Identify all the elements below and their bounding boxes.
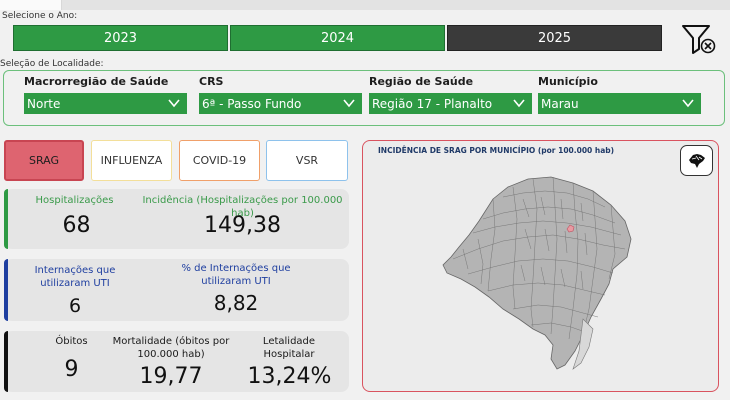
clear-filter-icon[interactable]: [680, 22, 718, 56]
macroregion-value: Norte: [27, 96, 61, 111]
macroregion-filter: Macrorregião de Saúde Norte: [24, 75, 187, 114]
mortality-title: Mortalidade (óbitos por 100.000 hab): [112, 336, 230, 360]
lethality-title: Letalidade Hospitalar: [262, 336, 316, 360]
location-panel: Macrorregião de Saúde Norte CRS 6ª - Pas…: [3, 70, 725, 126]
hospitalizations-value: 68: [62, 213, 91, 238]
year-button-2025[interactable]: 2025: [447, 25, 662, 51]
incidence-value: 149,38: [204, 213, 281, 238]
incidence-title: Incidência (Hospitalizações por 100.000 …: [142, 195, 343, 219]
tab-covid-19[interactable]: COVID-19: [179, 140, 260, 181]
municipality-dropdown[interactable]: Marau: [538, 93, 701, 114]
icu-pct-value: 8,82: [213, 291, 259, 315]
page-tab[interactable]: [0, 0, 62, 10]
tab-vsr[interactable]: VSR: [266, 140, 348, 181]
crs-value: 6ª - Passo Fundo: [202, 96, 302, 111]
hospitalizations-title: Hospitalizações: [35, 195, 114, 206]
year-selector: 2023 2024 2025: [13, 25, 662, 51]
year-button-2024[interactable]: 2024: [230, 25, 445, 51]
tab-influenza[interactable]: INFLUENZA: [91, 140, 172, 181]
lethality-value: 13,24%: [247, 364, 332, 389]
municipality-choropleth-map[interactable]: [433, 169, 653, 379]
municipality-filter: Município Marau: [538, 75, 701, 114]
health-region-caption: Região de Saúde: [369, 75, 474, 88]
icu-card: Internações que utilizaram UTI 6 % de In…: [4, 259, 349, 321]
location-selector-label: Seleção de Localidade:: [0, 59, 104, 69]
crs-caption: CRS: [199, 75, 224, 88]
card-accent-bar: [4, 331, 8, 392]
mortality-value: 19,77: [139, 364, 203, 389]
crs-filter: CRS 6ª - Passo Fundo: [199, 75, 362, 114]
selected-municipality-marker: [566, 224, 575, 233]
card-accent-bar: [4, 189, 8, 249]
health-region-dropdown[interactable]: Região 17 - Planalto: [369, 93, 532, 114]
health-region-value: Região 17 - Planalto: [372, 96, 493, 111]
icu-value: 6: [68, 295, 82, 317]
incidence-map-panel: INCIDÊNCIA DE SRAG POR MUNICÍPIO (por 10…: [362, 140, 719, 392]
chevron-down-icon: [682, 99, 694, 108]
chevron-down-icon: [343, 99, 355, 108]
macroregion-caption: Macrorregião de Saúde: [24, 75, 169, 88]
map-toggle-button[interactable]: [680, 145, 713, 176]
icu-title: Internações que utilizaram UTI: [34, 265, 116, 289]
card-accent-bar: [4, 259, 8, 321]
state-map-icon: [688, 153, 705, 168]
year-button-2023[interactable]: 2023: [13, 25, 228, 51]
icu-pct-title: % de Internações que utilizaram UTI: [181, 263, 291, 287]
macroregion-dropdown[interactable]: Norte: [24, 93, 187, 114]
map-title: INCIDÊNCIA DE SRAG POR MUNICÍPIO (por 10…: [378, 146, 615, 155]
year-selector-label: Selecione o Ano:: [2, 11, 78, 21]
top-tab-strip: [0, 0, 730, 10]
deaths-value: 9: [64, 357, 79, 382]
deaths-title: Óbitos: [55, 336, 88, 347]
tab-srag[interactable]: SRAG: [4, 140, 84, 181]
hospitalizations-card: Hospitalizações 68 Incidência (Hospitali…: [4, 189, 349, 249]
deaths-card: Óbitos 9 Mortalidade (óbitos por 100.000…: [4, 331, 349, 392]
crs-dropdown[interactable]: 6ª - Passo Fundo: [199, 93, 362, 114]
municipality-value: Marau: [541, 96, 579, 111]
municipality-caption: Município: [538, 75, 598, 88]
chevron-down-icon: [168, 99, 180, 108]
chevron-down-icon: [513, 99, 525, 108]
health-region-filter: Região de Saúde Região 17 - Planalto: [369, 75, 532, 114]
